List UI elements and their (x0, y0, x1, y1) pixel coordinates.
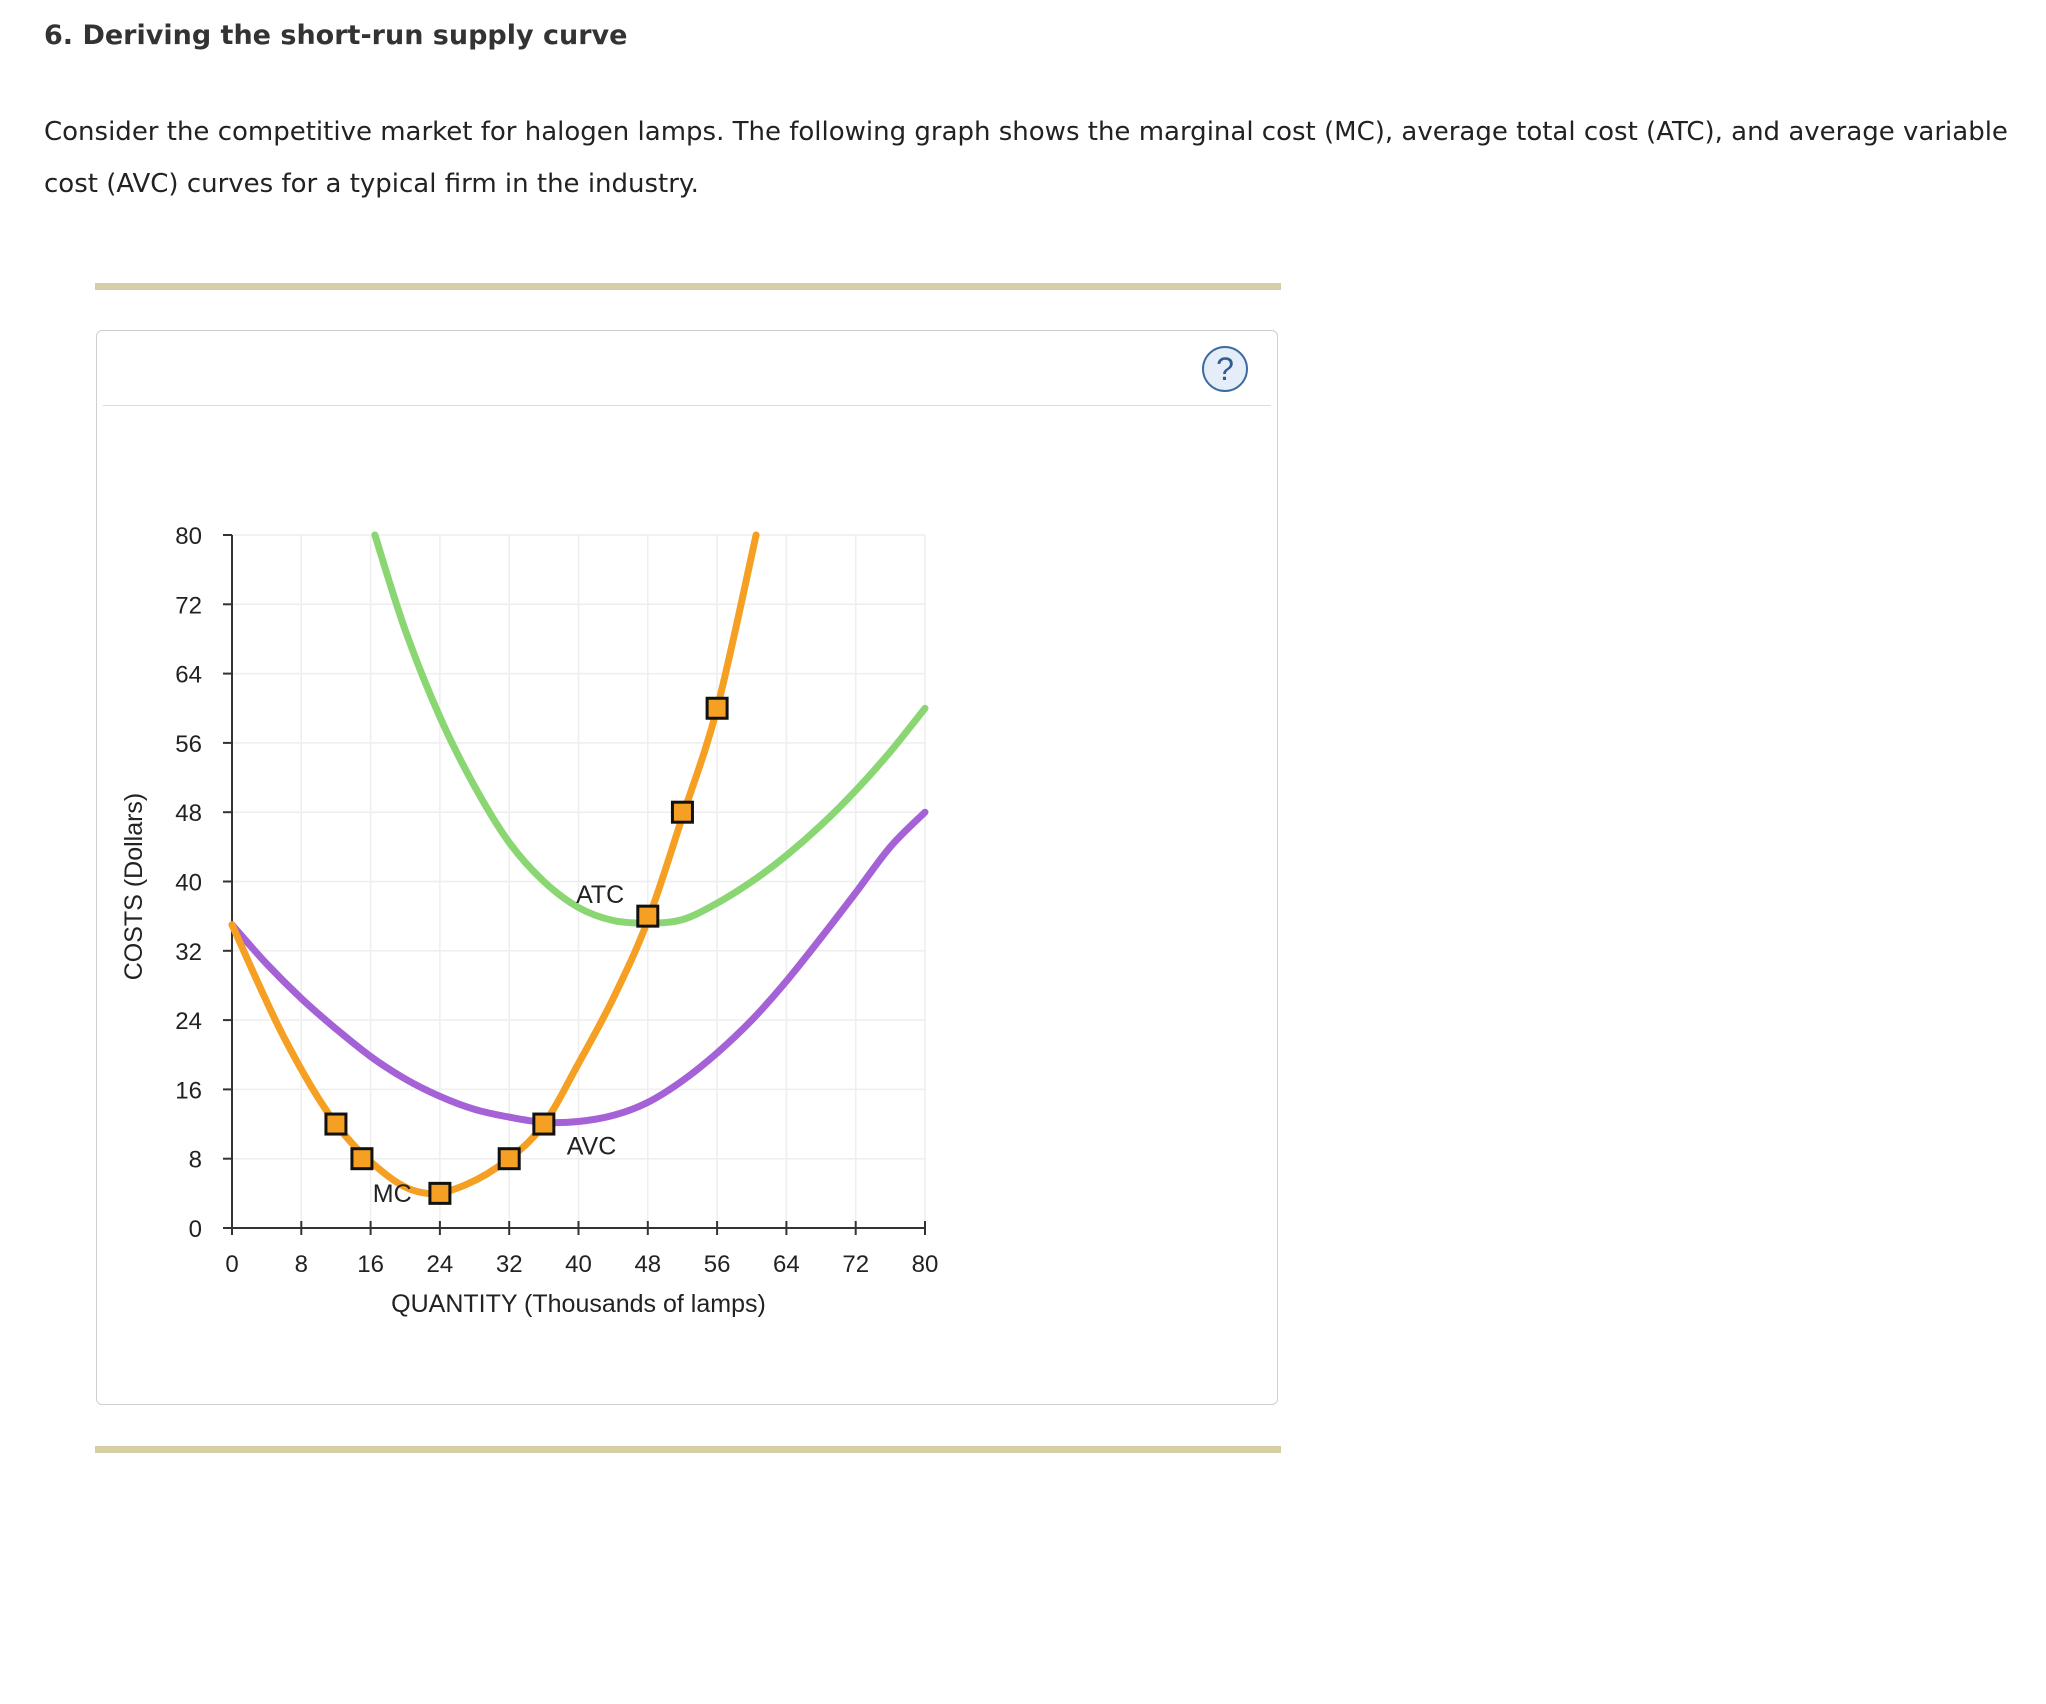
mc-point-marker[interactable] (670, 800, 694, 824)
x-tick-label: 56 (704, 1251, 731, 1278)
question-mark-icon: ? (1216, 351, 1234, 387)
avc-curve (228, 808, 929, 1127)
avc-label: AVC (567, 1132, 617, 1160)
x-tick-label: 64 (773, 1251, 800, 1278)
mc-point-marker[interactable] (324, 1112, 348, 1136)
y-tick-label: 64 (175, 662, 202, 689)
mc-point-marker[interactable] (350, 1147, 374, 1171)
atc-label: ATC (576, 881, 624, 909)
x-axis-title: QUANTITY (Thousands of lamps) (391, 1290, 766, 1318)
x-tick-label: 48 (634, 1251, 661, 1278)
top-divider-rule (95, 283, 1281, 290)
chart-points (324, 696, 729, 1205)
y-tick-label: 48 (175, 800, 202, 827)
help-button[interactable]: ? (1202, 346, 1248, 392)
y-tick-label: 80 (175, 523, 202, 550)
mc-point-marker[interactable] (497, 1147, 521, 1171)
mc-curve (228, 531, 760, 1198)
x-tick-label: 16 (357, 1251, 384, 1278)
y-tick-label: 0 (189, 1216, 202, 1243)
y-tick-label: 72 (175, 592, 202, 619)
y-tick-label: 40 (175, 870, 202, 897)
chart-annotations: MC ATC AVC (373, 881, 624, 1208)
mc-point-marker[interactable] (705, 696, 729, 720)
mc-label: MC (373, 1180, 412, 1208)
mc-point-marker[interactable] (532, 1112, 556, 1136)
mc-point-marker[interactable] (636, 904, 660, 928)
x-tick-label: 40 (565, 1251, 592, 1278)
x-tick-label: 32 (496, 1251, 523, 1278)
atc-curve (371, 531, 929, 927)
question-title: 6. Deriving the short-run supply curve (44, 20, 628, 51)
y-tick-label: 24 (175, 1008, 202, 1035)
y-tick-label: 56 (175, 731, 202, 758)
chart-grid (232, 534, 926, 1228)
x-tick-label: 24 (427, 1251, 454, 1278)
question-text: Consider the competitive market for halo… (44, 117, 2008, 199)
chart-ticks: 0 8 16 24 32 40 48 56 64 72 80 0 8 16 24 32 40 48 56 64 72 80 (175, 523, 938, 1278)
y-tick-label: 32 (175, 939, 202, 966)
x-tick-label: 80 (912, 1251, 939, 1278)
x-tick-label: 72 (842, 1251, 869, 1278)
y-tick-label: 8 (189, 1147, 202, 1174)
graph-panel (96, 330, 1278, 1405)
bottom-divider-rule (95, 1446, 1281, 1453)
x-tick-label: 8 (295, 1251, 308, 1278)
mc-point-marker[interactable] (428, 1181, 452, 1205)
x-tick-label: 0 (225, 1251, 238, 1278)
y-axis-title: COSTS (Dollars) (120, 793, 148, 981)
panel-header-divider (103, 405, 1271, 406)
y-tick-label: 16 (175, 1077, 202, 1104)
